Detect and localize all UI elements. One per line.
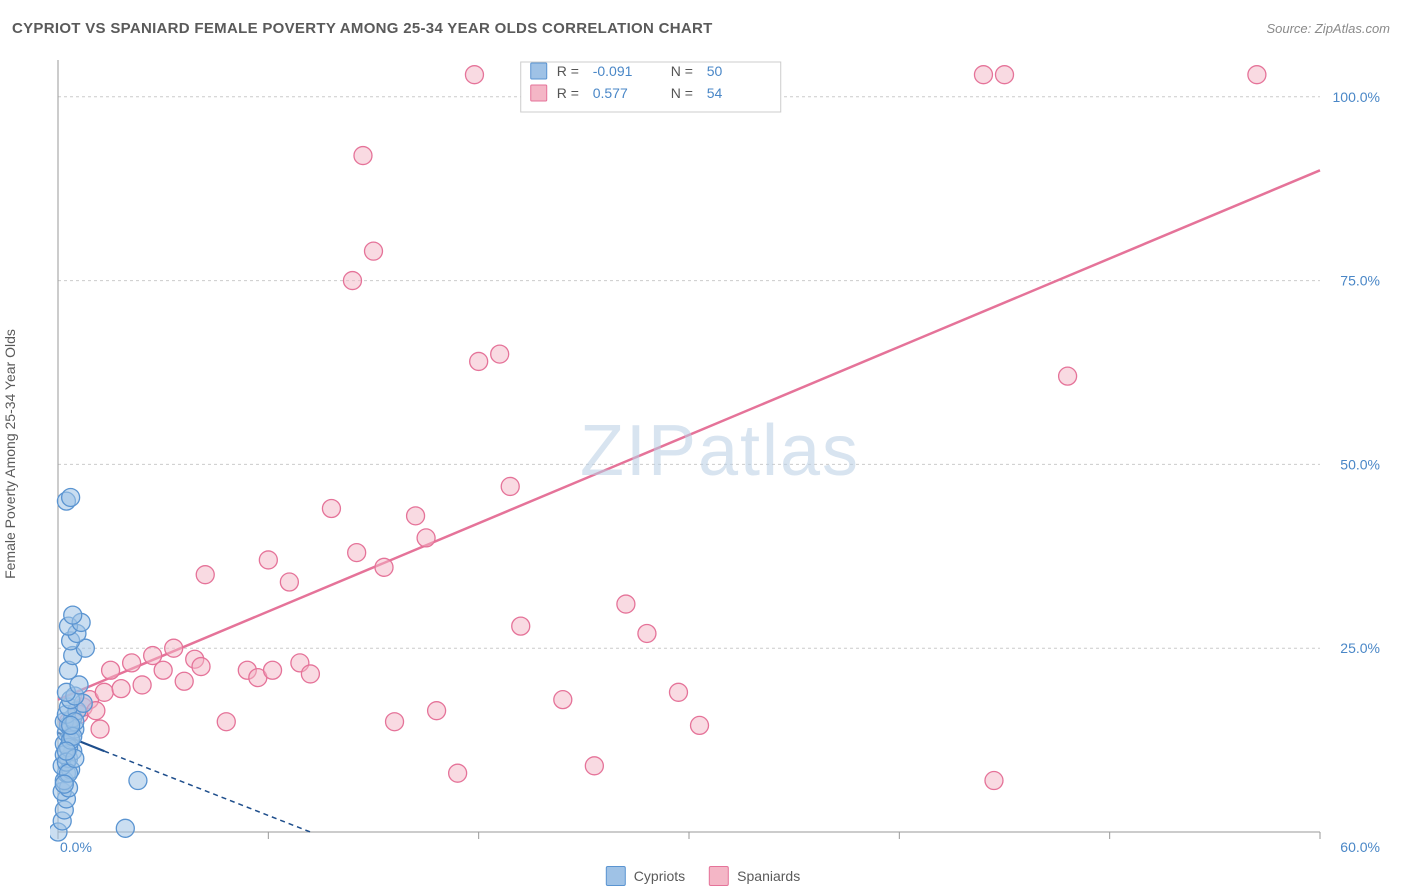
- legend-item-spaniards: Spaniards: [709, 866, 800, 886]
- chart-title: CYPRIOT VS SPANIARD FEMALE POVERTY AMONG…: [12, 20, 713, 37]
- scatter-plot-svg: 25.0% 50.0% 75.0% 100.0% 0.0% 60.0% R = -0.091 N…: [50, 50, 1390, 852]
- svg-text:R =: R =: [557, 85, 579, 101]
- svg-text:N =: N =: [671, 63, 693, 79]
- bottom-legend: Cypriots Spaniards: [606, 866, 800, 886]
- svg-text:R =: R =: [557, 63, 579, 79]
- svg-text:50.0%: 50.0%: [1340, 456, 1380, 472]
- svg-text:-0.091: -0.091: [593, 63, 633, 79]
- chart-container: CYPRIOT VS SPANIARD FEMALE POVERTY AMONG…: [0, 0, 1406, 892]
- svg-text:54: 54: [707, 85, 723, 101]
- svg-text:0.0%: 0.0%: [60, 839, 92, 852]
- svg-text:0.577: 0.577: [593, 85, 628, 101]
- svg-text:60.0%: 60.0%: [1340, 839, 1380, 852]
- svg-text:100.0%: 100.0%: [1333, 89, 1380, 105]
- svg-text:25.0%: 25.0%: [1340, 640, 1380, 656]
- legend-label-spaniards: Spaniards: [737, 868, 800, 884]
- y-axis-label: Female Poverty Among 25-34 Year Olds: [2, 329, 18, 579]
- plot-area: ZIPatlas 25.0%50.0%75.0%100.0%0.0%60.0%R…: [50, 50, 1390, 852]
- legend-label-cypriots: Cypriots: [634, 868, 685, 884]
- svg-text:75.0%: 75.0%: [1340, 273, 1380, 289]
- legend-swatch-cypriots: [606, 866, 626, 886]
- svg-text:50: 50: [707, 63, 723, 79]
- legend-item-cypriots: Cypriots: [606, 866, 685, 886]
- header: CYPRIOT VS SPANIARD FEMALE POVERTY AMONG…: [0, 0, 1406, 48]
- svg-text:N =: N =: [671, 85, 693, 101]
- legend-swatch-spaniards: [709, 866, 729, 886]
- source-label: Source: ZipAtlas.com: [1266, 21, 1390, 36]
